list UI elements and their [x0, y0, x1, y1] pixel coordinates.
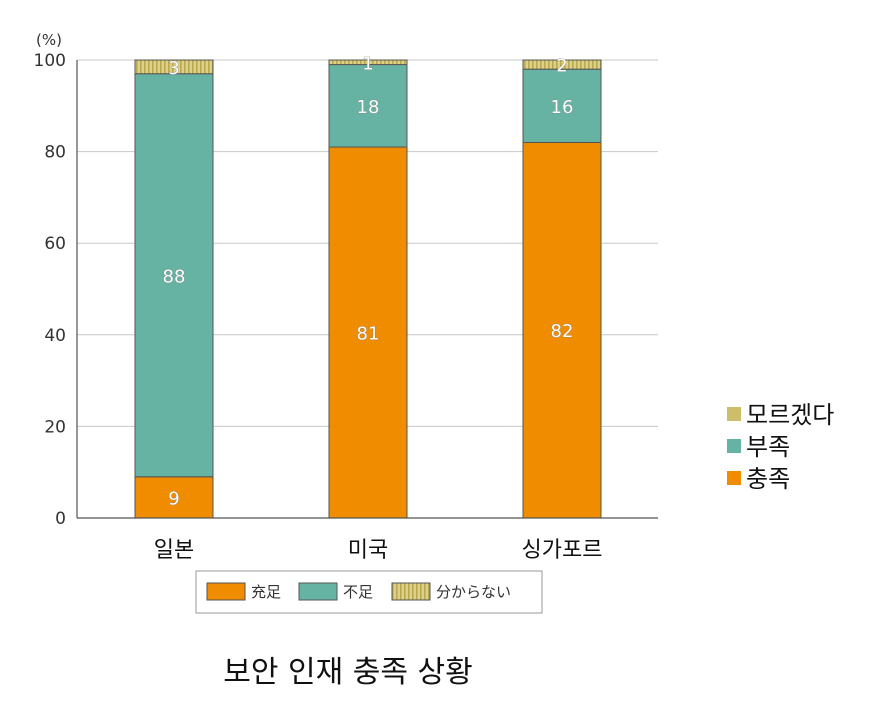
secondary-legend: 充足 不足 分からない [195, 570, 543, 614]
secondary-legend-label-1: 充足 [251, 583, 281, 601]
axes [76, 60, 658, 519]
legend-swatch-sufficient [727, 471, 741, 485]
y-tick-label-100: 100 [34, 51, 66, 71]
secondary-legend-swatch-3 [391, 582, 431, 601]
y-unit-label: (%) [36, 31, 62, 49]
secondary-legend-swatch-2 [298, 582, 338, 601]
x-category-label-2: 싱가포르 [522, 538, 603, 563]
data-label-0-0: 9 [168, 488, 179, 509]
bar-segment-0-1 [134, 73, 214, 478]
bar-segment-1-1 [328, 64, 408, 148]
bar-segment-2-0 [522, 141, 602, 519]
data-label-0-1: 88 [163, 266, 186, 287]
legend-label-unknown: 모르겠다 [746, 401, 834, 429]
y-tick-label-0: 0 [55, 509, 66, 529]
secondary-legend-label-3: 分からない [436, 583, 511, 601]
data-label-1-2: 1 [362, 53, 373, 74]
bar-segment-2-1 [522, 68, 602, 143]
data-label-2-0: 82 [551, 321, 574, 342]
bar-segment-0-0 [134, 476, 214, 519]
x-category-label-1: 미국 [348, 538, 388, 563]
y-tick-label-80: 80 [44, 143, 66, 163]
data-labels: 9 88 3 81 18 1 82 16 2 [162, 53, 574, 510]
legend: 모르겠다 부족 충족 [727, 401, 834, 493]
y-tick-label-20: 20 [44, 417, 66, 437]
bar-segment-0-2 [134, 59, 214, 75]
bar-segment-2-2 [522, 59, 602, 70]
secondary-legend-frame [195, 570, 543, 614]
y-tick-label-60: 60 [44, 234, 66, 254]
secondary-legend-label-2: 不足 [343, 583, 373, 601]
legend-swatch-shortage [727, 439, 741, 453]
data-label-2-1: 16 [551, 97, 574, 118]
chart-caption: 보안 인재 충족 상황 [223, 655, 472, 690]
data-label-1-1: 18 [357, 97, 380, 118]
data-label-0-2: 3 [168, 58, 179, 79]
y-tick-label-40: 40 [44, 326, 66, 346]
bar-segment-1-2 [328, 59, 408, 66]
legend-label-shortage: 부족 [746, 433, 790, 461]
legend-swatch-unknown [727, 407, 741, 421]
secondary-legend-swatch-1 [206, 582, 246, 601]
x-axis-categories: 일본 미국 싱가포르 [154, 538, 603, 563]
x-category-label-0: 일본 [154, 538, 194, 563]
legend-label-sufficient: 충족 [746, 465, 790, 493]
y-axis-ticks: 0 20 40 60 80 100 [34, 51, 66, 529]
data-label-1-0: 81 [357, 324, 380, 345]
data-label-2-2: 2 [556, 56, 567, 77]
bar-segment-1-0 [328, 146, 408, 519]
bars [134, 59, 602, 519]
